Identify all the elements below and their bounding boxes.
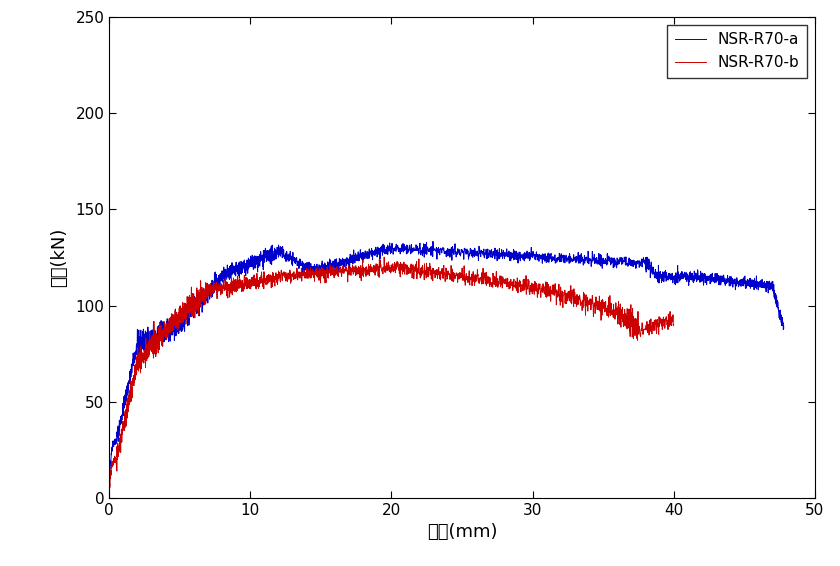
NSR-R70-a: [428, 238, 438, 245]
NSR-R70-b: [274, 268, 284, 275]
NSR-R70-a: [779, 325, 789, 332]
NSR-R70-a: [110, 437, 120, 444]
NSR-R70-b: [669, 321, 679, 328]
NSR-R70-a: [235, 270, 245, 277]
NSR-R70-b: [379, 254, 389, 260]
NSR-R70-b: [337, 265, 347, 272]
NSR-R70-a: [257, 256, 267, 263]
NSR-R70-a: [345, 256, 355, 263]
Legend: NSR-R70-a, NSR-R70-b: NSR-R70-a, NSR-R70-b: [667, 24, 807, 78]
NSR-R70-b: [192, 285, 202, 291]
NSR-R70-b: [265, 276, 275, 283]
NSR-R70-b: [440, 274, 450, 281]
Line: NSR-R70-a: NSR-R70-a: [109, 241, 784, 497]
NSR-R70-b: [104, 498, 114, 504]
NSR-R70-b: [476, 278, 486, 285]
X-axis label: 변위(mm): 변위(mm): [427, 524, 497, 542]
NSR-R70-a: [507, 250, 517, 256]
Line: NSR-R70-b: NSR-R70-b: [109, 257, 674, 501]
Y-axis label: 하중(kN): 하중(kN): [50, 228, 69, 287]
NSR-R70-a: [722, 272, 732, 279]
NSR-R70-a: [104, 494, 114, 500]
